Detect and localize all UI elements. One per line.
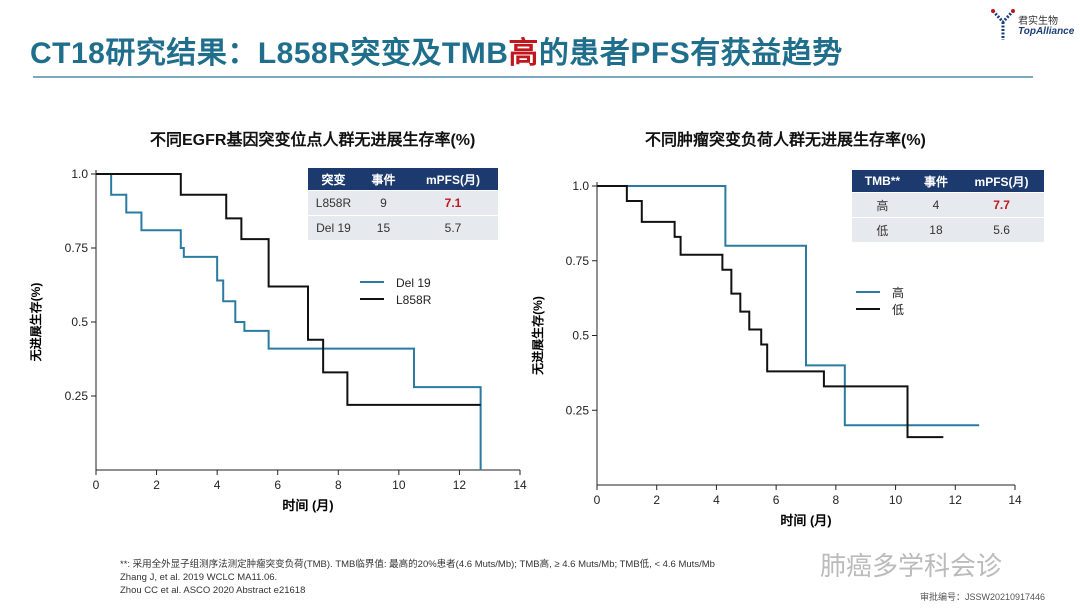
table-row: 低 18 5.6: [852, 217, 1044, 242]
table-left: 突变 事件 mPFS(月) L858R 9 7.1 Del 19 15 5.7: [308, 168, 498, 240]
y-axis-label: 无进展生存(%): [530, 296, 545, 376]
th: 突变: [308, 168, 359, 191]
td: 5.7: [408, 215, 498, 240]
x-tick-label: 14: [513, 478, 527, 492]
x-tick-label: 14: [1008, 493, 1022, 507]
legend-label: Del 19: [396, 276, 431, 290]
table-row: L858R 9 7.1: [308, 190, 498, 216]
th: mPFS(月): [408, 168, 498, 191]
y-axis-label: 无进展生存(%): [28, 283, 43, 363]
title-divider: [33, 76, 1033, 78]
x-tick-label: 2: [653, 493, 660, 507]
x-tick-label: 0: [594, 493, 601, 507]
x-tick-label: 8: [335, 478, 342, 492]
x-tick-label: 6: [274, 478, 281, 492]
td: 7.1: [408, 190, 498, 216]
table-row: 高 4 7.7: [852, 192, 1044, 218]
y-tick-label: 0.25: [566, 403, 590, 417]
km-curve-0: [597, 185, 980, 427]
x-tick-label: 8: [833, 493, 840, 507]
title-part: L858R突变及TMB: [257, 37, 509, 70]
x-tick-label: 12: [453, 478, 467, 492]
x-tick-label: 10: [889, 493, 903, 507]
page-title: CT18研究结果：L858R突变及TMB高的患者PFS有获益趋势: [30, 28, 843, 72]
x-tick-label: 10: [392, 478, 406, 492]
td: 18: [912, 217, 960, 242]
x-tick-label: 4: [214, 478, 221, 492]
td: 9: [358, 190, 409, 216]
y-tick-label: 0.75: [65, 241, 89, 255]
legend-label: 低: [892, 303, 904, 317]
logo-en: TopAlliance: [1018, 26, 1075, 37]
title-highlight: 高: [508, 37, 539, 70]
x-axis-label: 时间 (月): [780, 513, 831, 528]
td: 高: [852, 192, 913, 218]
x-axis-label: 时间 (月): [282, 498, 333, 513]
td: 7.7: [959, 192, 1044, 218]
chart-title-left: 不同EGFR基因突变位点人群无进展生存率(%): [150, 132, 476, 149]
watermark: 肺癌多学科会诊: [820, 551, 1003, 581]
x-tick-label: 4: [713, 493, 720, 507]
table-row: Del 19 15 5.7: [308, 215, 498, 240]
y-tick-label: 0.5: [572, 329, 589, 343]
footnote: **: 采用全外显子组测序法测定肿瘤突变负荷(TMB). TMB临界值: 最高的…: [120, 559, 715, 570]
y-tick-label: 1.0: [572, 179, 589, 193]
th: 事件: [912, 170, 960, 193]
title-part: CT18研究结果：: [30, 37, 258, 70]
reference: Zhou CC et al. ASCO 2020 Abstract e21618: [120, 585, 306, 596]
legend-label: L858R: [396, 293, 432, 307]
td: 5.6: [959, 217, 1044, 242]
reference: Zhang J, et al. 2019 WCLC MA11.06.: [120, 572, 278, 583]
td: Del 19: [308, 215, 359, 240]
y-tick-label: 1.0: [71, 167, 88, 181]
td: L858R: [308, 190, 359, 216]
chart-title-right: 不同肿瘤突变负荷人群无进展生存率(%): [645, 132, 926, 149]
footnotes: **: 采用全外显子组测序法测定肿瘤突变负荷(TMB). TMB临界值: 最高的…: [120, 558, 715, 597]
th: mPFS(月): [959, 170, 1044, 193]
km-curve-0: [96, 173, 482, 470]
x-tick-label: 12: [949, 493, 963, 507]
km-curve-1: [96, 173, 481, 406]
x-tick-label: 6: [773, 493, 780, 507]
company-logo: 君实生物 TopAlliance: [990, 8, 1075, 42]
y-tick-label: 0.5: [71, 315, 88, 329]
td: 低: [852, 217, 913, 242]
td: 4: [912, 192, 960, 218]
td: 15: [358, 215, 409, 240]
km-curve-1: [597, 185, 944, 439]
th: TMB**: [852, 170, 913, 193]
title-part: 的患者PFS有获益趋势: [538, 37, 843, 70]
logo-antibody-icon: [991, 9, 1015, 40]
table-right: TMB** 事件 mPFS(月) 高 4 7.7 低 18 5.6: [852, 170, 1044, 242]
y-tick-label: 0.25: [65, 389, 89, 403]
logo-cn: 君实生物: [1018, 16, 1058, 27]
th: 事件: [358, 168, 409, 191]
x-tick-label: 0: [93, 478, 100, 492]
approval-number: 审批编号：JSSW20210917446: [920, 592, 1046, 602]
y-tick-label: 0.75: [566, 254, 590, 268]
legend-label: 高: [892, 285, 904, 300]
x-tick-label: 2: [153, 478, 160, 492]
